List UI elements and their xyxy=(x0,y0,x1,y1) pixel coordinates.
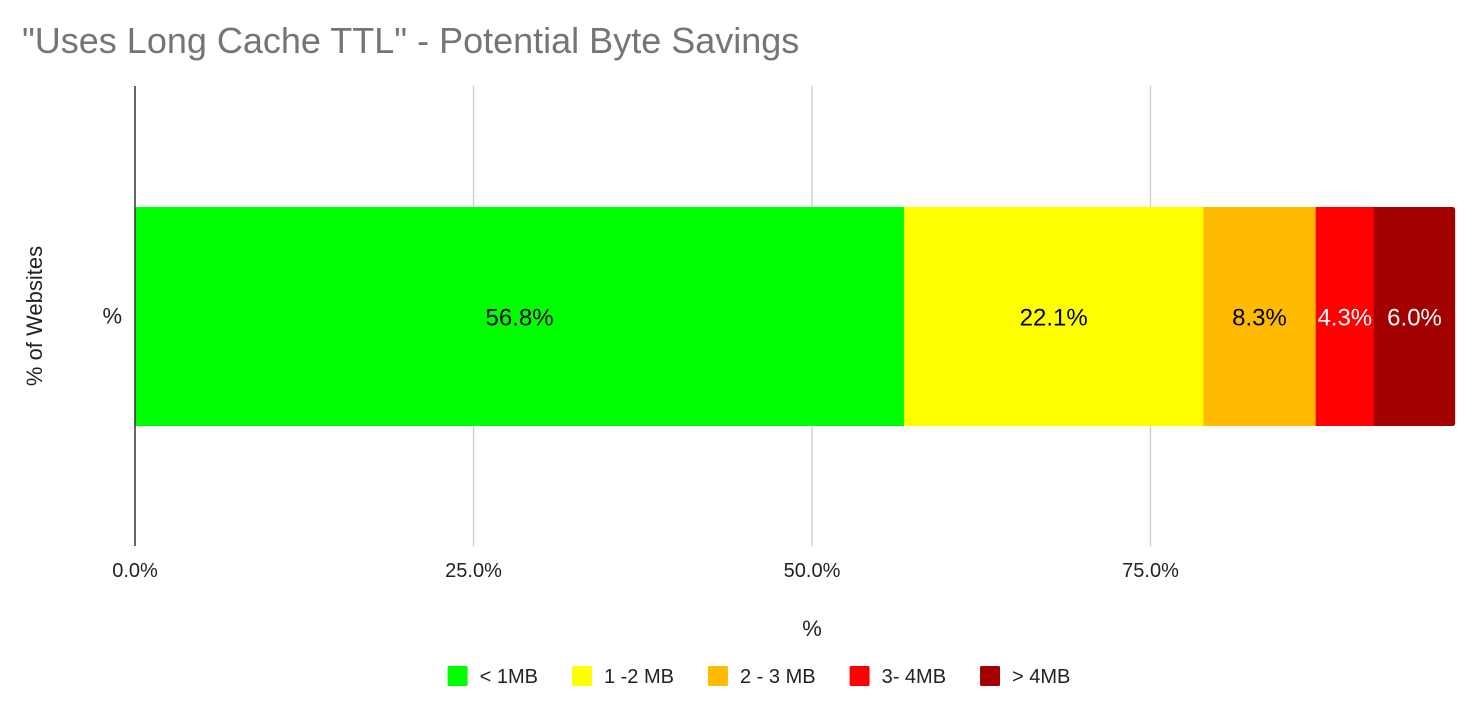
bar-labels: 56.8% 22.1% 8.3% 4.3% 6.0% xyxy=(486,305,1442,332)
legend-item: > 4MB xyxy=(980,666,1070,688)
legend-item: 1 -2 MB xyxy=(571,666,674,688)
legend-item: < 1MB xyxy=(447,666,538,688)
legend: < 1MB 1 -2 MB 2 - 3 MB 3- 4MB > 4MB xyxy=(447,666,1070,688)
legend-swatch xyxy=(447,666,468,686)
x-tick-labels: 0.0% 25.0% 50.0% 75.0% xyxy=(112,560,1179,582)
legend-label: 2 - 3 MB xyxy=(740,666,816,688)
legend-label: > 4MB xyxy=(1012,666,1070,688)
legend-swatch xyxy=(707,666,728,686)
bar-segment xyxy=(1315,207,1375,426)
bar-segment xyxy=(1373,207,1456,426)
bar-data-label: 56.8% xyxy=(486,305,554,332)
bar-data-label: 6.0% xyxy=(1387,305,1442,332)
bar-segment xyxy=(1203,207,1316,426)
x-axis-title: % xyxy=(802,616,822,641)
legend-label: < 1MB xyxy=(480,666,538,688)
legend-swatch xyxy=(571,666,592,686)
bar-data-label: 8.3% xyxy=(1232,305,1287,332)
y-category-labels: % xyxy=(102,304,122,329)
chart-title: "Uses Long Cache TTL" - Potential Byte S… xyxy=(22,20,799,61)
y-axis-title: % of Websites xyxy=(22,246,47,386)
legend-swatch xyxy=(980,666,1001,686)
x-tick-label: 50.0% xyxy=(784,560,841,582)
legend-label: 1 -2 MB xyxy=(604,666,674,688)
y-category-label: % xyxy=(102,304,122,329)
legend-item: 3- 4MB xyxy=(849,666,946,688)
bar-segment xyxy=(135,207,905,426)
legend-item: 2 - 3 MB xyxy=(707,666,816,688)
x-tick-label: 0.0% xyxy=(112,560,158,582)
legend-swatch xyxy=(849,666,870,686)
bars xyxy=(135,207,1456,426)
bar-segment xyxy=(904,207,1204,426)
bar-data-label: 22.1% xyxy=(1020,305,1088,332)
bar-data-label: 4.3% xyxy=(1317,305,1372,332)
legend-label: 3- 4MB xyxy=(882,666,946,688)
x-tick-label: 75.0% xyxy=(1122,560,1179,582)
x-tick-label: 25.0% xyxy=(445,560,502,582)
